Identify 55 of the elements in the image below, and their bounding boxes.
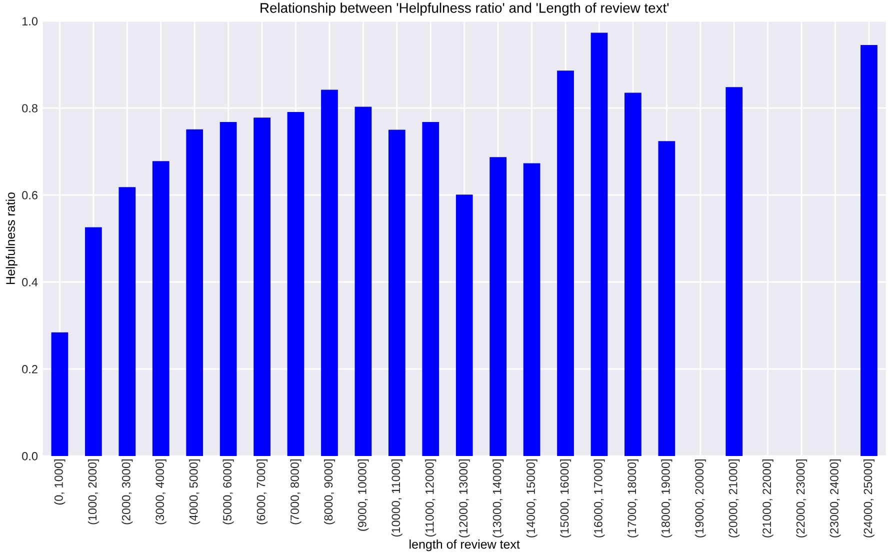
bar [658,141,676,456]
x-tick-label: (24000, 25000] [863,460,874,538]
x-tick-label: (4000, 5000] [189,460,200,524]
x-tick-label: (21000, 22000] [762,460,774,538]
bar [456,194,473,456]
x-tick-label: (19000, 20000] [694,460,706,538]
x-tick-label: (14000, 15000] [526,460,538,538]
y-tick-label: 0.2 [22,365,38,374]
bar [726,87,743,456]
bar [287,112,304,456]
x-tick-label: (6000, 7000] [256,460,268,524]
bar [85,227,102,456]
bar [860,44,878,456]
x-tick-label: (18000, 19000] [661,460,672,538]
x-tick-label: (22000, 23000] [796,460,808,538]
y-axis-title: Helpfulness ratio [6,192,18,284]
x-tick-label: (7000, 8000] [290,460,302,524]
bar [51,332,68,456]
x-tick-label: (2000, 3000] [122,460,133,524]
bar [388,130,406,456]
x-tick-label: (13000, 14000] [492,460,504,538]
bar [220,122,237,456]
bar [254,118,270,456]
bar [152,161,170,456]
x-tick-label: (10000, 11000] [391,460,402,537]
bar [422,122,440,456]
x-tick-label: (20000, 21000] [728,460,740,538]
bar [557,70,574,456]
bar [490,157,507,456]
bar [321,90,338,456]
bar [523,163,540,456]
y-tick-label: 0.6 [22,191,38,200]
x-tick-label: (17000, 18000] [627,460,638,538]
y-tick-label: 0.8 [22,104,38,112]
x-tick-label: (3000, 4000] [155,460,166,524]
x-tick-label: (16000, 17000] [594,460,605,538]
x-tick-label: (15000, 16000] [560,460,572,538]
bar [118,187,136,456]
x-tick-label: (1000, 2000] [88,460,99,524]
x-tick-label: (23000, 24000] [830,460,841,538]
x-axis-title: length of review text [410,540,520,552]
y-tick-label: 1.0 [22,17,38,26]
bar [186,129,204,456]
y-tick-label: 0.0 [22,452,38,460]
chart-title: Relationship between 'Helpfulness ratio' and 'Length of review text' [260,2,669,16]
bar [590,32,608,456]
x-tick-label: (5000, 6000] [222,460,234,524]
x-tick-label: (0, 1000] [54,460,66,505]
bar [354,106,372,456]
x-tick-label: (9000, 10000] [358,460,369,531]
y-tick-label: 0.4 [22,278,38,286]
x-tick-label: (12000, 13000] [458,460,470,538]
x-tick-label: (8000, 9000] [324,460,335,524]
x-tick-label: (11000, 12000] [425,460,436,537]
bar [624,92,642,456]
